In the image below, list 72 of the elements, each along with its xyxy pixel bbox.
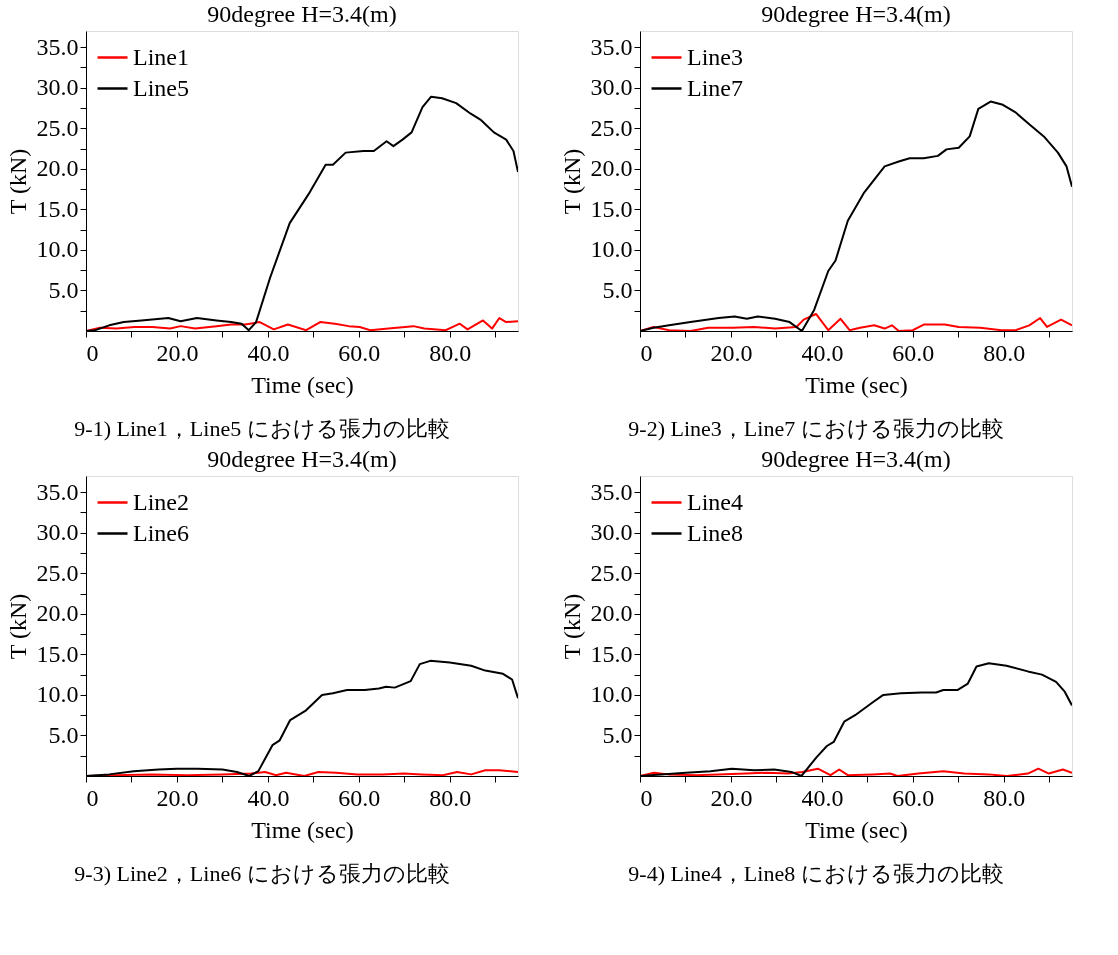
legend-label: Line5	[133, 74, 189, 101]
legend-label: Line6	[133, 519, 189, 546]
y-tick-label: 10.0	[590, 236, 633, 263]
y-tick-label: 25.0	[36, 559, 79, 586]
legend-label: Line2	[133, 488, 189, 515]
legend-label: Line8	[687, 519, 743, 546]
text: 9-1) Line1，Line5 における張力の比較	[74, 416, 450, 441]
x-tick-label: 40.0	[801, 339, 844, 366]
y-tick-label: 30.0	[590, 519, 633, 546]
y-tick-label: 15.0	[36, 195, 79, 222]
y-tick-label: 25.0	[590, 114, 633, 141]
legend-label: Line1	[133, 43, 189, 70]
x-tick-label: 0	[640, 784, 653, 811]
x-tick-label: 80.0	[429, 784, 472, 811]
text: 9-3) Line2，Line6 における張力の比較	[74, 861, 450, 886]
y-tick-label: 10.0	[36, 236, 79, 263]
y-tick-label: 20.0	[590, 600, 633, 627]
chart-title: 90degree H=3.4(m)	[761, 446, 951, 472]
y-tick-label: 15.0	[590, 195, 633, 222]
x-tick-label: 20.0	[710, 339, 753, 366]
x-tick-label: 80.0	[429, 339, 472, 366]
y-tick-label: 5.0	[602, 276, 633, 303]
chart-title: 90degree H=3.4(m)	[207, 446, 397, 472]
x-tick-label: 20.0	[156, 784, 199, 811]
x-tick-label: 20.0	[156, 339, 199, 366]
x-tick-label: 40.0	[247, 784, 290, 811]
y-tick-label: 35.0	[36, 33, 79, 60]
y-tick-label: 15.0	[590, 640, 633, 667]
y-axis-title: T (kN)	[558, 148, 585, 215]
chart-title: 90degree H=3.4(m)	[761, 1, 951, 27]
x-tick-label: 0	[86, 784, 99, 811]
y-axis-title: T (kN)	[4, 593, 31, 660]
y-tick-label: 30.0	[36, 74, 79, 101]
text: 9-4) Line4，Line8 における張力の比較	[628, 861, 1004, 886]
legend-label: Line7	[687, 74, 743, 101]
y-tick-label: 10.0	[590, 681, 633, 708]
y-tick-label: 35.0	[590, 478, 633, 505]
legend-label: Line4	[687, 488, 743, 515]
x-tick-label: 80.0	[983, 339, 1026, 366]
y-axis-title: T (kN)	[4, 148, 31, 215]
x-tick-label: 0	[86, 339, 99, 366]
y-tick-label: 35.0	[590, 33, 633, 60]
x-tick-label: 0	[640, 339, 653, 366]
chart-title: 90degree H=3.4(m)	[207, 1, 397, 27]
y-tick-label: 20.0	[36, 155, 79, 182]
y-tick-label: 25.0	[36, 114, 79, 141]
x-axis-title: Time (sec)	[805, 816, 908, 843]
y-tick-label: 20.0	[36, 600, 79, 627]
x-tick-label: 60.0	[338, 784, 381, 811]
x-tick-label: 20.0	[710, 784, 753, 811]
x-axis-title: Time (sec)	[805, 371, 908, 398]
text: 9-2) Line3，Line7 における張力の比較	[628, 416, 1004, 441]
y-tick-label: 5.0	[602, 721, 633, 748]
x-tick-label: 60.0	[892, 339, 935, 366]
x-tick-label: 80.0	[983, 784, 1026, 811]
y-tick-label: 20.0	[590, 155, 633, 182]
y-tick-label: 25.0	[590, 559, 633, 586]
x-tick-label: 40.0	[801, 784, 844, 811]
y-tick-label: 10.0	[36, 681, 79, 708]
y-axis-title: T (kN)	[558, 593, 585, 660]
x-axis-title: Time (sec)	[251, 371, 354, 398]
y-tick-label: 30.0	[36, 519, 79, 546]
x-axis-title: Time (sec)	[251, 816, 354, 843]
y-tick-label: 15.0	[36, 640, 79, 667]
legend-label: Line3	[687, 43, 743, 70]
x-tick-label: 40.0	[247, 339, 290, 366]
y-tick-label: 5.0	[48, 721, 79, 748]
y-tick-label: 5.0	[48, 276, 79, 303]
y-tick-label: 30.0	[590, 74, 633, 101]
x-tick-label: 60.0	[338, 339, 381, 366]
x-tick-label: 60.0	[892, 784, 935, 811]
y-tick-label: 35.0	[36, 478, 79, 505]
